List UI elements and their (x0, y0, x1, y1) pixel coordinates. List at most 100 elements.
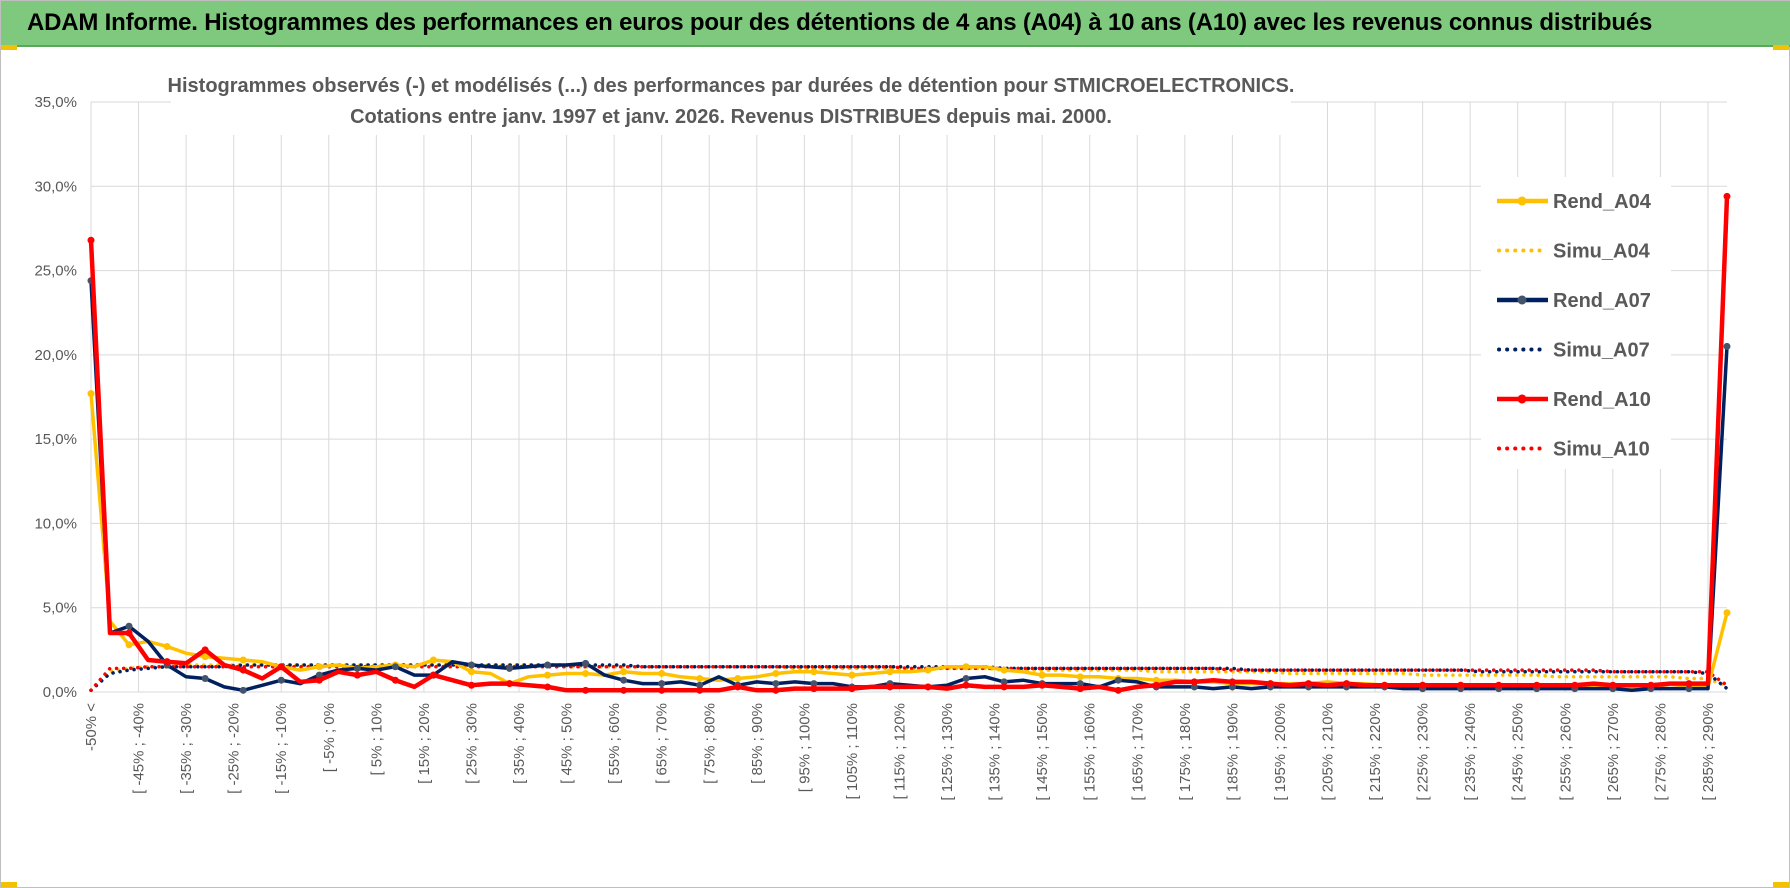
x-tick-label: [ 155% ; 160% (1082, 703, 1099, 801)
y-tick-label: 15,0% (34, 431, 77, 448)
data-point (620, 676, 628, 684)
legend-label: Rend_A07 (1553, 290, 1651, 312)
data-point (467, 661, 475, 669)
data-point (582, 659, 590, 667)
x-tick-label: [ 55% ; 60% (606, 703, 623, 784)
data-point (696, 686, 704, 694)
x-tick-label: [ 15% ; 20% (416, 703, 433, 784)
data-point (87, 236, 95, 244)
data-point (1647, 681, 1655, 689)
chart-title-line: Histogrammes observés (-) et modélisés (… (168, 75, 1295, 97)
data-point (125, 629, 133, 637)
legend-marker (1517, 394, 1527, 404)
x-tick-label: [ -45% ; -40% (131, 703, 148, 794)
data-point (810, 685, 818, 693)
data-point (201, 646, 209, 654)
x-tick-label: [ 185% ; 190% (1224, 703, 1241, 801)
data-point (315, 671, 323, 679)
data-point (582, 669, 590, 677)
x-tick-label: [ 215% ; 220% (1367, 703, 1384, 801)
data-point (620, 686, 628, 694)
data-point (1152, 681, 1160, 689)
data-point (467, 681, 475, 689)
series-line-Simu_A04 (89, 663, 1729, 693)
corner-mark-bottom-left (1, 882, 17, 887)
legend-marker (1517, 196, 1527, 206)
data-point (962, 675, 970, 683)
data-point (1266, 680, 1274, 688)
data-point (239, 686, 247, 694)
data-point (277, 663, 285, 671)
data-point (87, 390, 95, 398)
data-point (1685, 680, 1693, 688)
data-point (1000, 666, 1008, 674)
x-tick-label: [ 85% ; 90% (749, 703, 766, 784)
legend-label: Simu_A04 (1553, 241, 1651, 263)
data-point (544, 683, 552, 691)
data-point (125, 622, 133, 630)
x-tick-label: [ 75% ; 80% (701, 703, 718, 784)
data-point (1457, 681, 1465, 689)
data-point (810, 680, 818, 688)
x-tick-label: [ 275% ; 280% (1652, 703, 1669, 801)
data-point (1000, 678, 1008, 686)
report-title: ADAM Informe. Histogrammes des performan… (27, 9, 1653, 36)
data-point (1495, 681, 1503, 689)
data-point (620, 668, 628, 676)
data-point (582, 686, 590, 694)
x-tick-label: [ -35% ; -30% (178, 703, 195, 794)
x-tick-label: [ 145% ; 150% (1034, 703, 1051, 801)
data-point (772, 686, 780, 694)
data-point (734, 683, 742, 691)
data-point (1152, 676, 1160, 684)
data-point (163, 642, 171, 650)
x-tick-label: [ -5% ; 0% (321, 703, 338, 772)
data-point (848, 685, 856, 693)
data-point (1190, 678, 1198, 686)
data-point (277, 676, 285, 684)
data-point (125, 641, 133, 649)
data-point (1723, 192, 1731, 200)
legend-marker (1517, 295, 1527, 305)
data-point (315, 663, 323, 671)
x-tick-label: [ 5% ; 10% (368, 703, 385, 776)
x-tick-label: [ -15% ; -10% (273, 703, 290, 794)
data-point (391, 676, 399, 684)
data-point (658, 686, 666, 694)
data-point (1228, 678, 1236, 686)
data-point (1228, 683, 1236, 691)
corner-mark-right (1773, 45, 1789, 50)
data-point (467, 668, 475, 676)
data-point (544, 661, 552, 669)
data-point (658, 669, 666, 677)
x-tick-label: [ 255% ; 260% (1557, 703, 1574, 801)
data-point (1076, 680, 1084, 688)
x-tick-label: [ 165% ; 170% (1129, 703, 1146, 801)
chart-title-background (171, 67, 1291, 135)
data-point (201, 675, 209, 683)
data-point (1343, 680, 1351, 688)
report-banner: ADAM Informe. Histogrammes des performan… (1, 1, 1790, 47)
legend-label: Rend_A04 (1553, 191, 1652, 213)
y-tick-label: 10,0% (34, 515, 77, 532)
data-point (1000, 683, 1008, 691)
data-point (506, 664, 514, 672)
data-point (772, 669, 780, 677)
legend-label: Rend_A10 (1553, 389, 1651, 411)
data-point (544, 671, 552, 679)
series-line-Rend_A10 (88, 196, 1730, 693)
data-point (696, 675, 704, 683)
chart-title-line: Cotations entre janv. 1997 et janv. 2026… (350, 106, 1112, 128)
x-tick-label: [ 225% ; 230% (1415, 703, 1432, 801)
x-tick-label: [ 65% ; 70% (654, 703, 671, 784)
data-point (772, 680, 780, 688)
x-tick-label: [ 135% ; 140% (987, 703, 1004, 801)
series-line-Simu_A07 (89, 663, 1729, 693)
y-tick-label: 35,0% (34, 94, 77, 111)
y-tick-label: 0,0% (43, 684, 77, 701)
data-point (848, 671, 856, 679)
data-point (1609, 681, 1617, 689)
legend-background (1481, 177, 1671, 469)
data-point (658, 680, 666, 688)
